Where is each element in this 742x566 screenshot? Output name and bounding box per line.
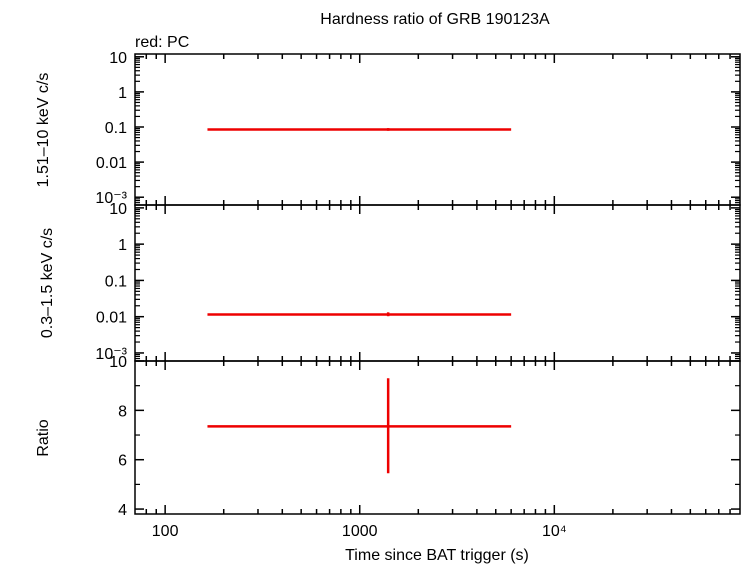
x-axis-label: Time since BAT trigger (s) — [345, 547, 529, 564]
y-tick-label: 6 — [118, 453, 127, 470]
y-tick-label: 0.01 — [96, 155, 127, 172]
y-tick-label: 0.1 — [105, 120, 127, 137]
y-tick-label: 10⁻³ — [95, 346, 127, 363]
panel-soft-band: 10 1 0.1 0.01 10⁻³ 0.3–1.5 keV c/s — [39, 201, 741, 363]
y-tick-label: 10 — [109, 354, 127, 371]
y-tick-label: 4 — [118, 502, 127, 519]
y-tick-label: 1 — [118, 237, 127, 254]
chart-subtitle: red: PC — [135, 34, 189, 51]
panel-ratio: 10 8 6 4 Ratio — [35, 354, 741, 519]
panel-hard-band: 10 1 0.1 0.01 10⁻³ 1.51–10 keV c/s — [35, 50, 741, 207]
y-tick-label: 0.01 — [96, 310, 127, 327]
data-point — [207, 312, 512, 317]
y-tick-label: 10⁻³ — [95, 190, 127, 207]
y-axis-label: 1.51–10 keV c/s — [35, 73, 52, 188]
y-tick-label: 1 — [118, 85, 127, 102]
panel-frame — [134, 204, 741, 362]
y-axis-label: 0.3–1.5 keV c/s — [39, 228, 56, 338]
chart-title: Hardness ratio of GRB 190123A — [320, 11, 550, 28]
x-tick-label: 10⁴ — [542, 523, 567, 540]
panel-frame — [134, 360, 741, 515]
y-tick-label: 8 — [118, 403, 127, 420]
y-tick-label: 10 — [109, 50, 127, 67]
x-tick-label: 1000 — [342, 523, 378, 540]
data-point — [207, 128, 512, 131]
y-axis-label: Ratio — [35, 419, 52, 456]
x-tick-label: 100 — [152, 523, 179, 540]
y-tick-label: 10 — [109, 201, 127, 218]
x-tick-labels: 100 1000 10⁴ — [152, 523, 567, 540]
data-point — [207, 378, 512, 474]
y-tick-label: 0.1 — [105, 273, 127, 290]
